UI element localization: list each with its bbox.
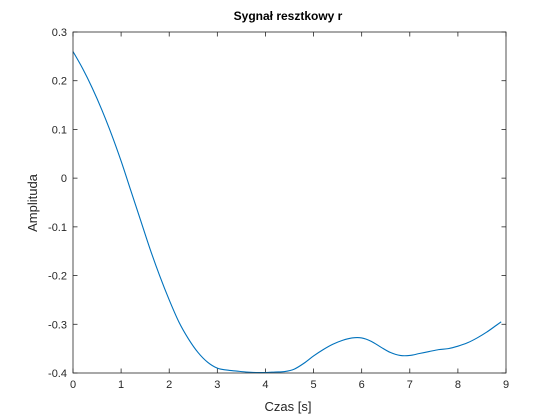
- series-line-0: [72, 51, 502, 374]
- y-tick-label: 0.2: [52, 76, 67, 88]
- x-tick-label: 6: [359, 379, 365, 391]
- y-axis-label: Amplituda: [25, 173, 40, 232]
- x-tick-label: 0: [70, 379, 76, 391]
- tick-labels: 0 1 2 3 4 5 6 7 8 9 -0.4 -0.3 -0.2 -0.1 0 0.1 0.2 0.3: [48, 27, 509, 391]
- x-tick-label: 7: [407, 379, 413, 391]
- x-tick-label: 9: [503, 379, 509, 391]
- x-tick-label: 1: [118, 379, 124, 391]
- x-tick-label: 3: [214, 379, 220, 391]
- y-tick-label: 0.1: [52, 124, 67, 136]
- x-tick-label: 5: [310, 379, 316, 391]
- x-axis-label: Czas [s]: [265, 399, 312, 414]
- y-tick-label: -0.3: [48, 319, 67, 331]
- chart-title: Sygnał resztkowy r: [234, 9, 343, 23]
- y-tick-label: -0.4: [48, 368, 67, 380]
- y-tick-label: -0.2: [48, 271, 67, 283]
- y-tick-label: 0: [61, 173, 67, 185]
- x-tick-label: 2: [166, 379, 172, 391]
- x-tick-label: 8: [455, 379, 461, 391]
- y-tick-label: 0.3: [52, 27, 67, 39]
- plot-area: [73, 32, 506, 373]
- axes-box: [72, 31, 507, 374]
- x-tick-label: 4: [262, 379, 268, 391]
- series-group: [72, 51, 502, 374]
- y-tick-label: -0.1: [48, 222, 67, 234]
